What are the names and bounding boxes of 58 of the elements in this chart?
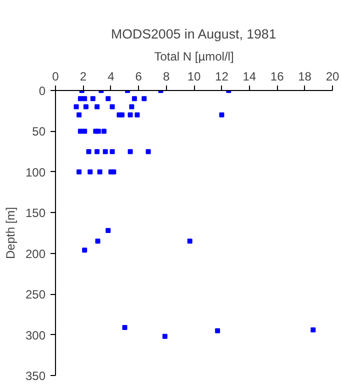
x-tick-label: 10 [187, 70, 201, 84]
point [102, 149, 108, 154]
point [106, 96, 111, 102]
y-tick-label: 300 [25, 328, 46, 342]
y-tick-label: 50 [32, 124, 46, 139]
point [162, 334, 168, 339]
x-tick-label: 2 [80, 70, 87, 84]
point [146, 149, 151, 154]
x-axis-title: Total N [µmol/l] [154, 50, 234, 64]
point [76, 112, 82, 118]
point [132, 96, 137, 102]
x-tick-label: 16 [270, 70, 284, 84]
point [83, 104, 88, 110]
y-tick-label: 150 [25, 206, 46, 220]
point [97, 169, 102, 174]
point [82, 128, 88, 134]
point [95, 238, 100, 244]
y-tick-label: 0 [38, 84, 46, 98]
point [134, 112, 140, 118]
x-tick-label: 6 [135, 70, 142, 84]
point [128, 149, 133, 154]
point [94, 149, 100, 154]
point [111, 169, 116, 174]
point [86, 149, 92, 154]
point [94, 104, 100, 110]
y-tick-label: 200 [25, 246, 46, 261]
point [119, 112, 124, 118]
point [82, 248, 88, 253]
point [110, 149, 115, 154]
point [215, 328, 220, 334]
x-tick-label: 18 [298, 70, 312, 84]
x-tick-label: 12 [215, 70, 229, 84]
x-tick-label: 14 [242, 70, 256, 84]
point [82, 96, 88, 102]
y-tick-label: 100 [25, 165, 46, 180]
point [106, 228, 111, 234]
point [128, 112, 133, 118]
point [88, 169, 93, 174]
y-tick-label: 350 [25, 369, 46, 383]
point [187, 238, 192, 244]
point [96, 128, 101, 134]
point [74, 104, 79, 110]
point [90, 96, 96, 102]
x-tick-label: 0 [52, 70, 60, 84]
y-tick-label: 250 [25, 288, 46, 302]
point [110, 104, 115, 110]
point [122, 324, 128, 330]
x-tick-label: 8 [162, 70, 170, 84]
point [142, 96, 147, 102]
x-tick-label: 4 [108, 70, 115, 84]
point [76, 169, 82, 174]
chart-title: MODS2005 in August, 1981 [111, 26, 276, 42]
point [101, 128, 106, 134]
point [129, 104, 134, 110]
x-tick-label: 20 [326, 70, 340, 84]
point [310, 327, 316, 332]
y-axis-title: Depth [m] [3, 206, 18, 260]
point [219, 112, 224, 118]
